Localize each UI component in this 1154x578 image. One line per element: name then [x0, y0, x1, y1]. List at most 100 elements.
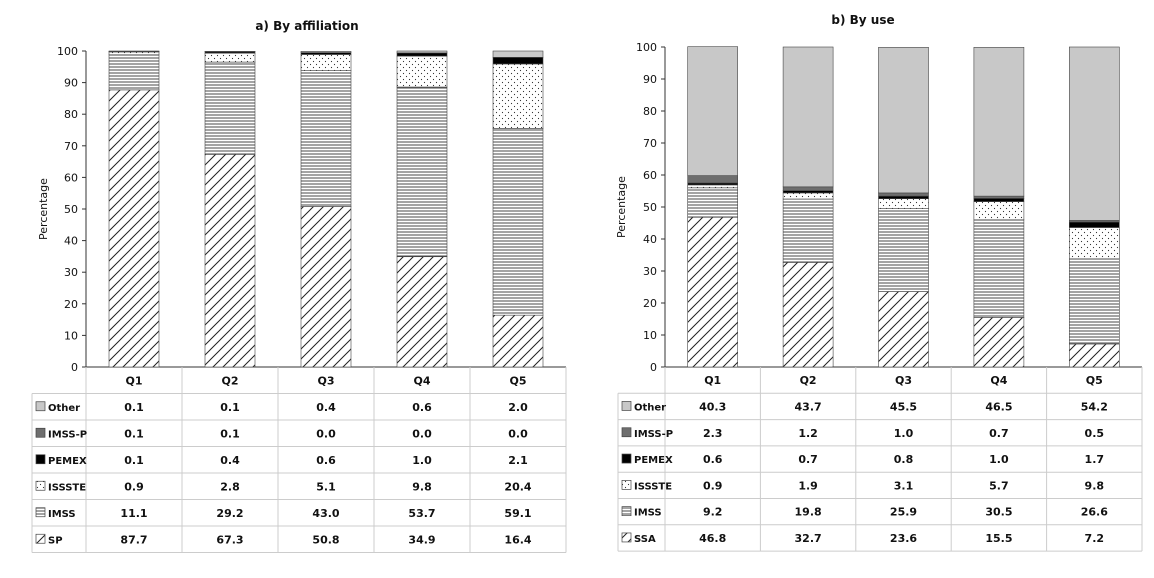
bar-segment-imss-q3 [300, 70, 352, 207]
table-cell-sp-q3: 50.8 [312, 533, 339, 546]
bar-segment-ssa-q2 [782, 262, 834, 368]
table-cell-imss-q4: 53.7 [408, 507, 435, 520]
table-cell-imss-p-q2: 0.1 [220, 427, 240, 440]
table-cell-other-q3: 0.4 [316, 401, 336, 414]
table-cell-other-q2: 0.1 [220, 401, 240, 414]
legend-label-other: Other [48, 403, 80, 414]
table-cell-imss-q4: 30.5 [985, 506, 1012, 519]
x-category-label: Q3 [895, 374, 912, 387]
legend-label-pemex: PEMEX [634, 455, 673, 466]
bar-segment-issste-q5 [492, 63, 544, 129]
y-tick-label: 100 [57, 45, 78, 58]
table-cell-issste-q3: 5.1 [316, 480, 336, 493]
table-cell-ssa-q2: 32.7 [795, 532, 822, 545]
y-tick-label: 70 [64, 140, 78, 153]
y-axis-label: Percentage [37, 178, 50, 240]
y-tick-label: 10 [64, 329, 78, 342]
bar-segment-ssa-q4 [973, 317, 1025, 368]
legend-swatch-other [621, 401, 632, 411]
legend-swatch-sp [35, 533, 46, 544]
legend-swatch-imss-p [35, 427, 46, 438]
x-category-label: Q1 [704, 374, 721, 387]
table-cell-issste-q4: 9.8 [412, 480, 432, 493]
legend-label-issste: ISSSTE [48, 482, 86, 493]
table-cell-other-q5: 54.2 [1081, 400, 1108, 413]
table-cell-pemex-q4: 1.0 [989, 453, 1009, 466]
bar-segment-imss-q2 [204, 61, 256, 155]
y-tick-label: 20 [643, 297, 657, 310]
legend-label-pemex: PEMEX [48, 456, 87, 467]
bar-segment-other-q2 [782, 46, 834, 188]
legend-label-imss-p: IMSS-P [634, 429, 673, 440]
legend-swatch-ssa [621, 532, 632, 543]
bar-segment-issste-q2 [782, 192, 834, 200]
table-cell-ssa-q4: 15.5 [985, 532, 1012, 545]
table-cell-imss-p-q5: 0.0 [508, 427, 528, 440]
y-tick-label: 60 [64, 171, 78, 184]
bar-segment-pemex-q4 [396, 52, 448, 57]
table-cell-imss-p-q4: 0.7 [989, 427, 1009, 440]
table-cell-pemex-q5: 1.7 [1085, 453, 1105, 466]
legend-swatch-pemex [35, 454, 46, 465]
panel-by-use: b) By use Percentage 0 10 20 30 40 50 60 70 80 90 10… [615, 13, 1143, 552]
table-cell-issste-q5: 20.4 [504, 480, 531, 493]
y-tick-label: 80 [643, 105, 657, 118]
table-cell-other-q1: 0.1 [124, 401, 144, 414]
legend-swatch-imss-p [621, 427, 632, 438]
bar-segment-imss-p-q4 [973, 195, 1025, 199]
bar-segment-pemex-q5 [492, 57, 544, 65]
table-cell-issste-q2: 1.9 [798, 479, 818, 492]
bar-segment-imss-q4 [396, 86, 448, 258]
legend-label-ssa: SSA [634, 534, 656, 545]
panel-by-affiliation: a) By affiliation Percentage 0 10 20 30 40 50 60… [31, 19, 567, 553]
y-tick-label: 100 [636, 41, 657, 54]
table-cell-imss-q3: 25.9 [890, 506, 917, 519]
bar-segment-other-q3 [300, 51, 352, 53]
bar-segment-other-q5 [1069, 46, 1120, 221]
chart-title: a) By affiliation [255, 19, 358, 33]
y-tick-label: 70 [643, 137, 657, 150]
bar-segment-ssa-q1 [687, 216, 739, 368]
x-category-label: Q2 [221, 374, 238, 387]
legend-swatch-other [35, 401, 46, 412]
bar-segment-other-q4 [396, 50, 448, 54]
bar-segment-other-q3 [878, 47, 929, 194]
y-tick-label: 80 [64, 108, 78, 121]
legend-label-imss: IMSS [48, 509, 76, 520]
table-cell-other-q3: 45.5 [890, 400, 917, 413]
table-cell-imss-q1: 11.1 [120, 507, 147, 520]
table-cell-imss-p-q5: 0.5 [1085, 427, 1105, 440]
bar-segment-imss-q4 [973, 219, 1025, 318]
table-cell-imss-q5: 59.1 [504, 507, 531, 520]
legend-swatch-imss [35, 507, 46, 518]
table-cell-other-q4: 0.6 [412, 401, 432, 414]
bar-segment-issste-q4 [396, 55, 448, 88]
y-tick-label: 90 [643, 73, 657, 86]
y-tick-label: 0 [650, 361, 657, 374]
table-cell-pemex-q5: 2.1 [508, 454, 528, 467]
y-tick-label: 60 [643, 169, 657, 182]
bar-segment-sp-q1 [108, 89, 160, 368]
bar-segment-pemex-q2 [782, 190, 834, 194]
legend-swatch-imss [621, 506, 632, 516]
bar-segment-pemex-q5 [1069, 221, 1120, 228]
table-cell-pemex-q3: 0.8 [894, 453, 914, 466]
bar-segment-imss-q5 [1069, 258, 1120, 345]
table-cell-issste-q1: 0.9 [703, 479, 723, 492]
bar-segment-issste-q1 [108, 51, 160, 56]
bar-segment-pemex-q4 [973, 198, 1025, 202]
bar-segment-issste-q3 [300, 54, 352, 71]
bar-segment-imss-p-q3 [878, 192, 929, 197]
x-category-label: Q4 [413, 374, 430, 387]
legend-swatch-pemex [621, 453, 632, 464]
table-cell-other-q5: 2.0 [508, 401, 528, 414]
y-tick-label: 50 [643, 201, 657, 214]
y-tick-label: 0 [71, 361, 78, 374]
table-cell-issste-q3: 3.1 [894, 479, 914, 492]
table-cell-issste-q1: 0.9 [124, 480, 144, 493]
table-cell-ssa-q1: 46.8 [699, 532, 726, 545]
x-category-label: Q3 [317, 374, 334, 387]
table-cell-imss-q1: 9.2 [703, 506, 723, 519]
legend-label-imss-p: IMSS-P [48, 429, 87, 440]
table-cell-pemex-q1: 0.6 [703, 453, 723, 466]
